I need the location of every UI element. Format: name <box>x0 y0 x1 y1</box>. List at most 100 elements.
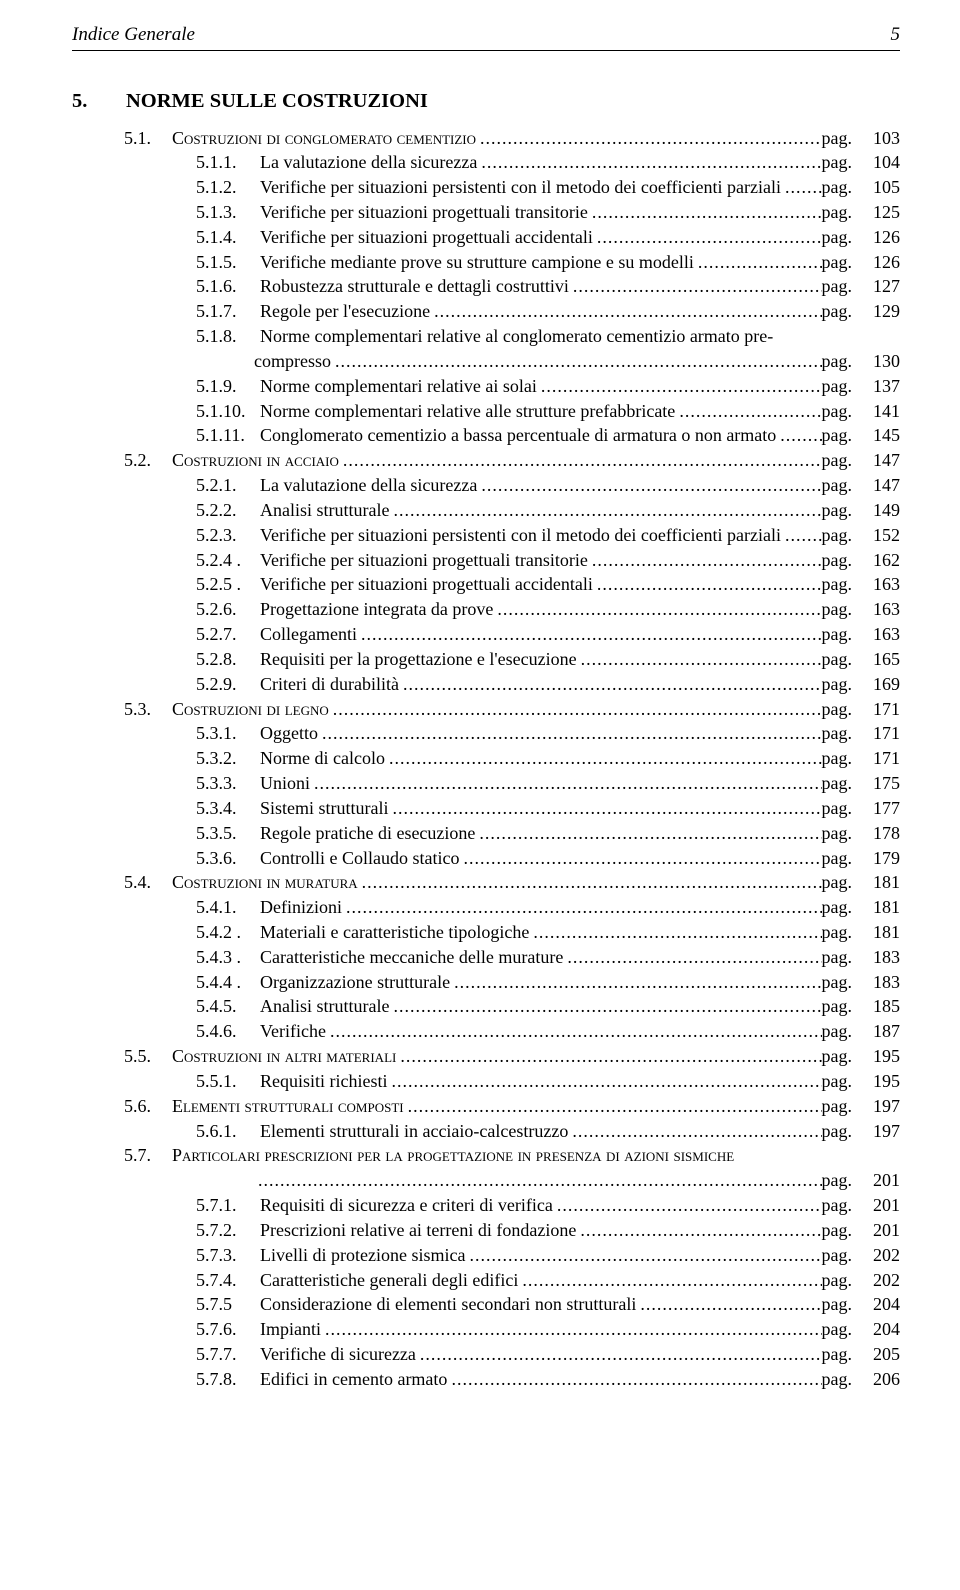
dot-leader: ........................................… <box>477 150 821 175</box>
dot-leader: ........................................… <box>388 1069 822 1094</box>
toc-number: 5.4.6. <box>196 1019 254 1044</box>
toc-number: 5.2.5 . <box>196 572 254 597</box>
pag-label: pag. <box>822 870 857 895</box>
toc-entry: 5.4.4 .Organizzazione strutturale.......… <box>72 970 900 995</box>
toc-number: 5.2.2. <box>196 498 254 523</box>
toc-title: Regole per l'esecuzione <box>254 299 430 324</box>
toc-entry: 5.7.1.Requisiti di sicurezza e criteri d… <box>72 1193 900 1218</box>
toc-title: Materiali e caratteristiche tipologiche <box>254 920 529 945</box>
toc-entry: 5.3.4.Sistemi strutturali...............… <box>72 796 900 821</box>
toc-entry: 5.1.8.Norme complementari relative al co… <box>72 324 900 349</box>
toc-title: Verifiche per situazioni persistenti con… <box>254 523 781 548</box>
toc-number: 5.1.8. <box>196 324 254 349</box>
toc-title: Verifiche <box>254 1019 326 1044</box>
page-number: 201 <box>856 1218 900 1243</box>
toc-number: 5.2.7. <box>196 622 254 647</box>
toc-title: Definizioni <box>254 895 342 920</box>
toc-entry: 5.1.2.Verifiche per situazioni persisten… <box>72 175 900 200</box>
toc-entry: 5.7.5Considerazione di elementi secondar… <box>72 1292 900 1317</box>
dot-leader: ........................................… <box>450 970 821 995</box>
pag-label: pag. <box>822 697 857 722</box>
toc-title: Verifiche per situazioni persistenti con… <box>254 175 781 200</box>
pag-label: pag. <box>822 771 857 796</box>
toc-title: La valutazione della sicurezza <box>254 473 477 498</box>
toc-number: 5.5. <box>124 1044 166 1069</box>
toc-entry: 5.4.2 .Materiali e caratteristiche tipol… <box>72 920 900 945</box>
toc-title: Sistemi strutturali <box>254 796 389 821</box>
toc-entry: 5.6.Elementi strutturali composti.......… <box>72 1094 900 1119</box>
toc-number: 5.7. <box>124 1143 166 1168</box>
toc-entry: 5.1.10.Norme complementari relative alle… <box>72 399 900 424</box>
page-number: 202 <box>856 1268 900 1293</box>
toc-number: 5.7.8. <box>196 1367 254 1392</box>
toc-number: 5.1.3. <box>196 200 254 225</box>
pag-label: pag. <box>822 448 857 473</box>
pag-label: pag. <box>822 523 857 548</box>
pag-label: pag. <box>822 1119 857 1144</box>
toc-title-cont: compresso <box>254 349 331 374</box>
dot-leader: ........................................… <box>569 274 822 299</box>
dot-leader: ........................................… <box>781 175 822 200</box>
dot-leader: ........................................… <box>475 821 821 846</box>
page-number: 179 <box>856 846 900 871</box>
toc-number: 5.7.4. <box>196 1268 254 1293</box>
page-number: 201 <box>856 1168 900 1193</box>
pag-label: pag. <box>822 1168 857 1193</box>
toc-title: Impianti <box>254 1317 321 1342</box>
dot-leader: ........................................… <box>254 1168 822 1193</box>
toc-title: Analisi strutturale <box>254 498 389 523</box>
page-number: 169 <box>856 672 900 697</box>
dot-leader: ........................................… <box>588 548 822 573</box>
page-number: 162 <box>856 548 900 573</box>
dot-leader: ........................................… <box>694 250 822 275</box>
toc-number: 5.3. <box>124 697 166 722</box>
pag-label: pag. <box>822 945 857 970</box>
toc-title: Norme complementari relative ai solai <box>254 374 537 399</box>
toc-number: 5.1.1. <box>196 150 254 175</box>
toc-number: 5.2.6. <box>196 597 254 622</box>
toc-title: Oggetto <box>254 721 318 746</box>
toc-title: Verifiche mediante prove su strutture ca… <box>254 250 694 275</box>
page-number: 104 <box>856 150 900 175</box>
pag-label: pag. <box>822 1317 857 1342</box>
pag-label: pag. <box>822 672 857 697</box>
dot-leader: ........................................… <box>776 423 821 448</box>
toc-entry: 5.3.3.Unioni............................… <box>72 771 900 796</box>
pag-label: pag. <box>822 473 857 498</box>
toc-entry: 5.3.Costruzioni di legno................… <box>72 697 900 722</box>
toc-number: 5.3.2. <box>196 746 254 771</box>
toc-number: 5.1. <box>124 126 166 151</box>
toc-entry: 5.7.2.Prescrizioni relative ai terreni d… <box>72 1218 900 1243</box>
pag-label: pag. <box>822 1367 857 1392</box>
dot-leader: ........................................… <box>465 1243 821 1268</box>
toc-entry: 5.7.4.Caratteristiche generali degli edi… <box>72 1268 900 1293</box>
dot-leader: ........................................… <box>563 945 821 970</box>
toc-title: Norme di calcolo <box>254 746 385 771</box>
dot-leader: ........................................… <box>675 399 821 424</box>
pag-label: pag. <box>822 920 857 945</box>
header-right: 5 <box>891 22 901 48</box>
toc-entry: 5.3.2.Norme di calcolo..................… <box>72 746 900 771</box>
page-number: 206 <box>856 1367 900 1392</box>
toc-number: 5.7.5 <box>196 1292 254 1317</box>
dot-leader: ........................................… <box>321 1317 822 1342</box>
toc-number: 5.7.3. <box>196 1243 254 1268</box>
pag-label: pag. <box>822 647 857 672</box>
pag-label: pag. <box>822 548 857 573</box>
toc-number: 5.5.1. <box>196 1069 254 1094</box>
page-number: 163 <box>856 622 900 647</box>
toc-title: Verifiche per situazioni progettuali acc… <box>254 225 593 250</box>
toc-title: Verifiche di sicurezza <box>254 1342 416 1367</box>
page-number: 204 <box>856 1317 900 1342</box>
toc-title: Particolari prescrizioni per la progetta… <box>166 1143 900 1168</box>
page-number: 181 <box>856 870 900 895</box>
toc-number: 5.2.8. <box>196 647 254 672</box>
pag-label: pag. <box>822 126 857 151</box>
toc-title: Verifiche per situazioni progettuali tra… <box>254 548 588 573</box>
pag-label: pag. <box>822 721 857 746</box>
dot-leader: ........................................… <box>342 895 822 920</box>
toc-title: Conglomerato cementizio a bassa percentu… <box>254 423 776 448</box>
toc-title: Robustezza strutturale e dettagli costru… <box>254 274 569 299</box>
toc-number: 5.4. <box>124 870 166 895</box>
pag-label: pag. <box>822 1243 857 1268</box>
